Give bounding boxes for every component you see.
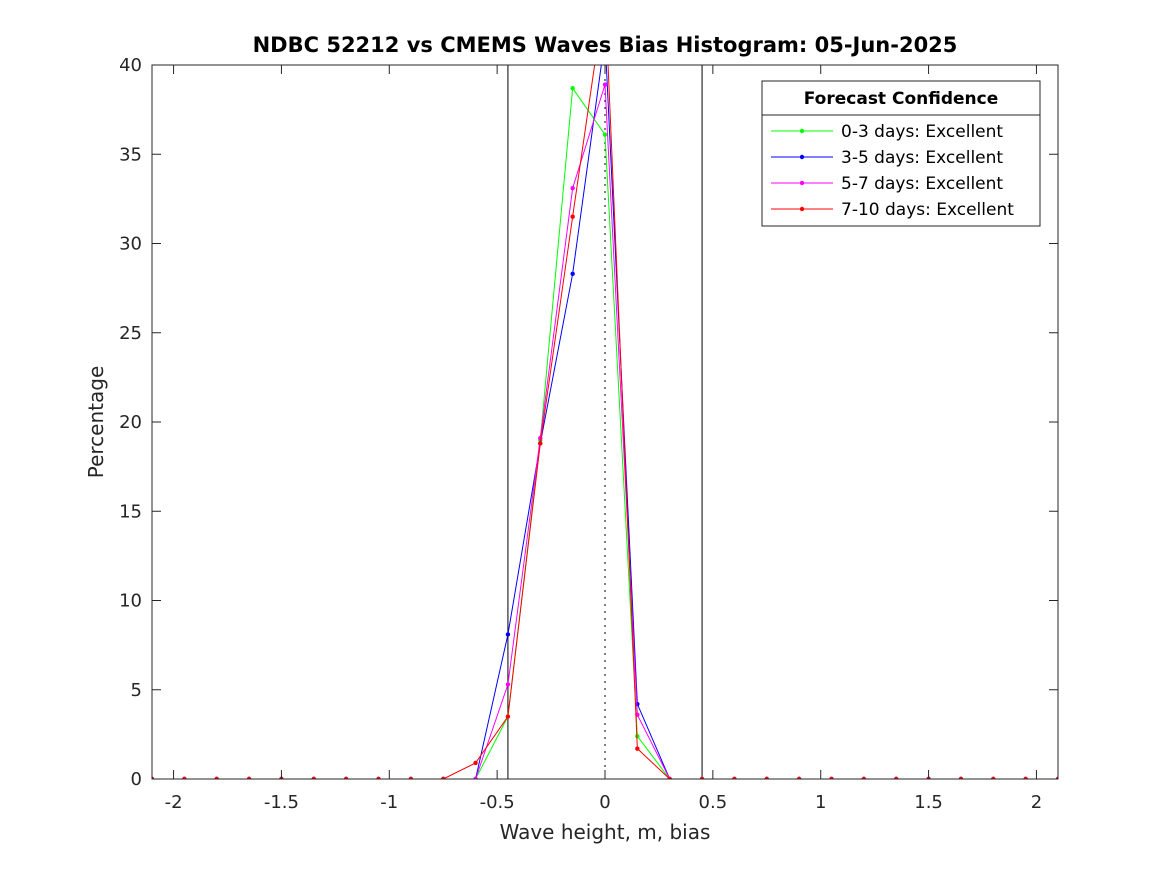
legend-marker [799, 154, 805, 160]
data-point [570, 86, 575, 91]
data-point [311, 776, 316, 779]
data-point [505, 682, 511, 687]
data-point [894, 776, 899, 779]
legend-label: 3-5 days: Excellent [841, 148, 1003, 168]
data-point [408, 776, 414, 779]
x-tick-label: 1.5 [914, 792, 943, 813]
data-point [1055, 776, 1058, 779]
data-point [635, 733, 640, 739]
x-tick-label: -1.5 [264, 792, 299, 813]
legend-marker [799, 180, 805, 186]
data-point [1023, 776, 1028, 779]
y-tick-label: 10 [119, 591, 142, 612]
data-point [505, 714, 511, 719]
legend-label: 0-3 days: Excellent [841, 122, 1003, 142]
legend: Forecast Confidence 0-3 days: Excellent 3… [761, 80, 1041, 227]
data-point [538, 441, 543, 446]
data-point [570, 185, 575, 191]
data-point [505, 632, 511, 637]
y-tick-label: 40 [119, 55, 142, 76]
y-axis-label: Percentage [84, 366, 108, 479]
x-tick-label: 2 [1031, 792, 1042, 813]
data-point [343, 776, 349, 779]
data-point [182, 776, 187, 779]
data-point [602, 132, 608, 137]
x-axis-label: Wave height, m, bias [500, 820, 711, 844]
legend-item: 5-7 days: Excellent [771, 174, 1003, 194]
data-point [602, 82, 608, 87]
x-tick-label: 1 [815, 792, 826, 813]
data-point [991, 776, 996, 779]
data-point [732, 776, 737, 779]
data-point [473, 760, 478, 766]
data-point [441, 776, 446, 779]
data-point [570, 271, 575, 277]
legend-box [761, 80, 1041, 227]
legend-marker [799, 206, 805, 212]
data-point [796, 776, 802, 779]
legend-items: 0-3 days: Excellent 3-5 days: Excellent 5-… [771, 122, 1014, 220]
data-point [829, 776, 834, 779]
y-tick-label: 35 [119, 144, 142, 165]
y-tick-label: 0 [131, 769, 142, 790]
x-tick-label: -1 [380, 792, 398, 813]
x-tick-label: -2 [165, 792, 183, 813]
reference-lines [507, 65, 703, 779]
data-point [667, 776, 672, 779]
legend-title: Forecast Confidence [804, 89, 999, 109]
x-tick-label: 0.5 [699, 792, 728, 813]
x-tick-label: -0.5 [480, 792, 515, 813]
series-4 [152, 65, 1058, 779]
legend-item: 0-3 days: Excellent [771, 122, 1003, 142]
data-point [246, 776, 252, 779]
legend-label: 5-7 days: Excellent [841, 174, 1003, 194]
y-tick-label: 20 [119, 412, 142, 433]
y-tick-label: 25 [119, 323, 142, 344]
legend-item: 3-5 days: Excellent [771, 148, 1003, 168]
y-tick-label: 30 [119, 234, 142, 255]
y-axis: 0 5 10 15 20 25 30 35 40 [119, 55, 1058, 790]
data-point [538, 435, 543, 441]
data-point [570, 214, 575, 219]
data-point [699, 776, 705, 779]
data-point [764, 776, 769, 779]
series-layer [152, 65, 1058, 779]
y-tick-label: 5 [131, 680, 142, 701]
data-point [635, 746, 640, 751]
data-point [376, 776, 381, 779]
x-axis: -2 -1.5 -1 -0.5 0 0.5 1 1.5 2 [165, 65, 1042, 813]
y-tick-label: 15 [119, 501, 142, 522]
data-point [958, 776, 964, 779]
x-tick-label: 0 [599, 792, 610, 813]
chart-title: NDBC 52212 vs CMEMS Waves Bias Histogram… [253, 33, 958, 57]
data-point [861, 776, 867, 779]
legend-marker [799, 128, 805, 134]
legend-label: 7-10 days: Excellent [841, 200, 1014, 220]
data-point [214, 776, 219, 779]
data-point [473, 776, 478, 779]
legend-item: 7-10 days: Excellent [771, 200, 1014, 220]
data-point [152, 776, 155, 779]
